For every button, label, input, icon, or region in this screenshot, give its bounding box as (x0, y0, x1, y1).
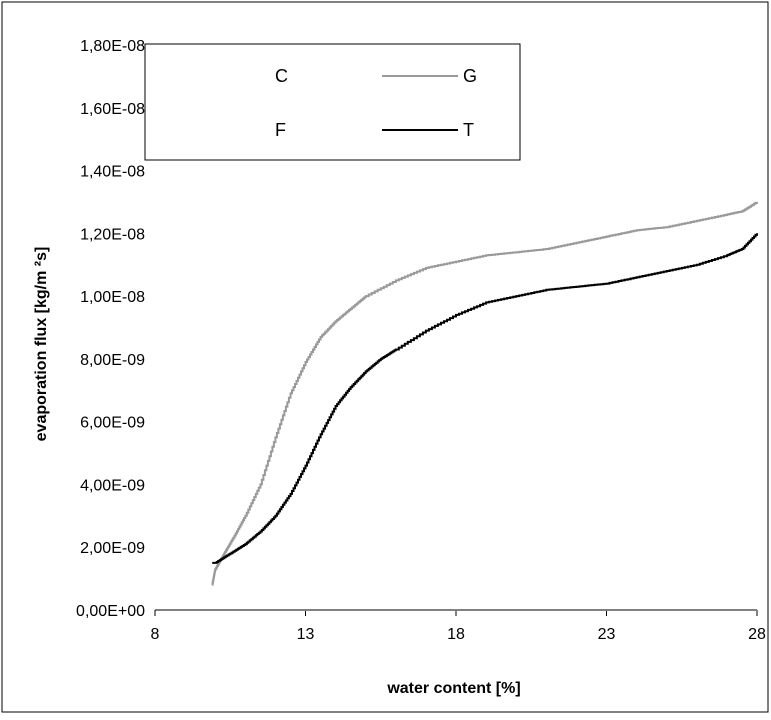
series-line-g (211, 201, 758, 586)
y-tick-label: 2,00E-09 (80, 540, 145, 557)
x-tick-group: 8 13 18 23 28 (151, 610, 766, 643)
y-tick-label: 1,00E-08 (80, 289, 145, 306)
legend-label-c: C (275, 66, 288, 86)
y-tick-label: 8,00E-09 (80, 352, 145, 369)
legend-box (144, 43, 521, 161)
y-axis-title-group: evaporation flux [kg/m ²s] (33, 247, 50, 442)
x-tick-label: 13 (297, 626, 315, 643)
legend: C G F T (144, 43, 521, 161)
legend-label-f: F (275, 120, 286, 140)
y-tick-label: 1,80E-08 (80, 38, 145, 55)
x-tick-label: 23 (598, 626, 616, 643)
legend-label-t: T (463, 120, 474, 140)
x-tick-label: 28 (748, 626, 766, 643)
x-tick-label: 18 (447, 626, 465, 643)
y-tick-label: 0,00E+00 (76, 603, 145, 620)
y-tick-group: 0,00E+00 2,00E-09 4,00E-09 6,00E-09 8,00E-09… (76, 38, 145, 620)
legend-label-g: G (463, 66, 477, 86)
y-tick-label: 4,00E-09 (80, 477, 145, 494)
x-tick-label: 8 (151, 626, 160, 643)
y-tick-label: 1,40E-08 (80, 164, 145, 181)
x-axis-title: water content [%] (386, 680, 520, 697)
y-tick-label: 1,60E-08 (80, 101, 145, 118)
y-tick-label: 6,00E-09 (80, 415, 145, 432)
y-tick-label: 1,20E-08 (80, 226, 145, 243)
y-axis-title: evaporation flux [kg/m ²s] (33, 247, 50, 442)
series-line-t (212, 233, 758, 564)
